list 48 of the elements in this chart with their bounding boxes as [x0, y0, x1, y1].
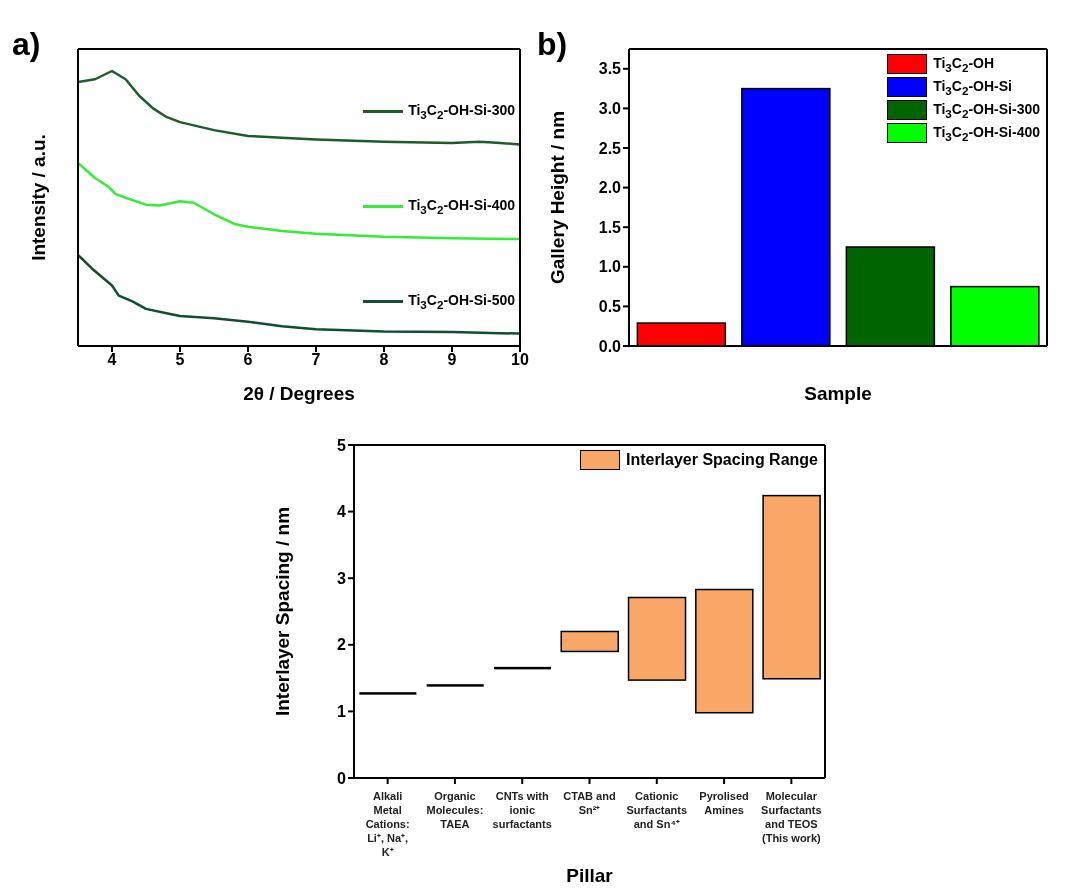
legend-label: Ti$_{3}$C$_{2}$-OH-Si-300	[933, 100, 1040, 120]
y-tick-label: 2.5	[598, 139, 622, 157]
y-axis-title: Gallery Height / nm	[546, 110, 568, 285]
y-tick-label: 3.0	[598, 100, 622, 118]
x-tick-label: CTAB and Sn²⁺	[563, 790, 616, 816]
bar	[560, 630, 619, 653]
legend-label: Interlayer Spacing Range	[625, 451, 818, 469]
y-tick-label: 3.5	[598, 60, 622, 78]
x-tick-label: Alkali Metal Cations: Li⁺, Na⁺, K⁺	[365, 790, 410, 858]
x-tick-label: Organic Molecules: TAEA	[426, 790, 484, 830]
legend-label: Ti$_{3}$C$_{2}$-OH-Si-500	[408, 291, 515, 311]
x-tick-label: Pyrolised Amines	[699, 790, 749, 816]
y-tick-label: 0.0	[598, 337, 622, 355]
x-tick-label: CNTs with ionic surfactants	[492, 790, 552, 830]
x-tick-label: 6	[243, 351, 253, 369]
y-axis-title: Intensity / a.u.	[27, 134, 49, 261]
y-tick-label: 1	[337, 703, 347, 721]
x-tick-label: Molecular Surfactants and TEOS (This work)	[761, 790, 822, 844]
x-tick-label: 8	[379, 351, 389, 369]
y-axis-title: Interlayer Spacing / nm	[271, 506, 293, 717]
y-tick-label: 5	[337, 436, 347, 454]
text: a)	[12, 26, 41, 63]
x-axis-title: 2θ / Degrees	[243, 383, 355, 404]
x-tick-label: 10	[511, 351, 529, 369]
legend-label: Ti$_{3}$C$_{2}$-OH	[933, 54, 995, 74]
y-tick-label: 1.0	[598, 258, 622, 276]
x-tick-label: 7	[311, 351, 321, 369]
legend-label: Ti$_{3}$C$_{2}$-OH-Si-400	[408, 197, 515, 216]
y-tick-label: 1.5	[598, 218, 622, 236]
x-axis-title: Sample	[804, 383, 872, 404]
y-tick-label: 0	[337, 769, 347, 787]
x-tick-label: 5	[175, 351, 185, 369]
y-tick-label: 4	[337, 503, 347, 521]
legend-label: Ti$_{3}$C$_{2}$-OH-Si	[933, 77, 1012, 97]
bar	[695, 588, 754, 714]
x-tick-label: Cationic Surfactants and Sn⁴⁺	[626, 790, 688, 830]
y-tick-label: 2.0	[598, 179, 622, 197]
bar	[627, 596, 687, 681]
y-tick-label: 3	[337, 569, 347, 587]
x-tick-label: 9	[447, 351, 457, 369]
text: b)	[537, 26, 568, 63]
x-axis-title: Pillar	[566, 865, 614, 886]
y-tick-label: 0.5	[598, 298, 622, 316]
legend-label: Ti$_{3}$C$_{2}$-OH-Si-300	[408, 102, 515, 122]
bar	[762, 494, 821, 680]
y-tick-label: 2	[337, 636, 347, 654]
legend-label: Ti$_{3}$C$_{2}$-OH-Si-400	[933, 123, 1040, 143]
x-tick-label: 4	[107, 351, 117, 369]
